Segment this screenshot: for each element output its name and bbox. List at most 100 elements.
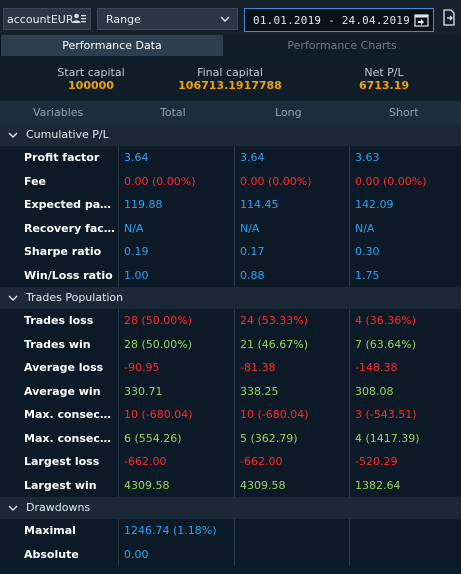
table-row[interactable]: Recovery fac... N/A N/A N/A [0,216,461,240]
row-value: 3.63 [355,151,380,164]
row-value: 21 (46.67%) [240,337,309,351]
column-divider [349,216,350,240]
table-row[interactable]: Average win 330.71 338.25 308.08 [0,379,461,403]
row-value: N/A [355,221,375,235]
column-header: Variables Total Long Short [0,101,461,124]
row-value: 119.88 [124,198,163,211]
chevron-down-icon[interactable] [8,130,18,140]
column-total[interactable]: Total [160,106,186,119]
row-value: -90.95 [124,361,160,374]
row-value: 28 (50.00%) [124,337,193,351]
row-value: 142.09 [355,198,394,211]
column-divider [349,169,350,193]
row-value: 330.71 [124,384,163,398]
row-value: N/A [124,221,144,235]
column-divider [118,193,119,217]
account-selector[interactable]: accountEUR [3,8,91,30]
column-divider [349,263,350,287]
tab-performance-data[interactable]: Performance Data [1,35,223,56]
chevron-down-icon[interactable] [8,503,18,513]
summary-value: 100000 [68,79,114,92]
row-label: Maximal [24,524,76,537]
row-value: 0.30 [355,245,380,258]
row-label: Average win [24,384,101,398]
user-list-icon [72,13,86,23]
row-value: -662.00 [240,455,283,468]
column-variables[interactable]: Variables [33,106,84,119]
export-icon[interactable] [442,9,456,26]
row-value: 3.64 [240,151,265,164]
row-label: Largest win [24,478,97,492]
column-divider [349,519,350,543]
row-value: 0.00 (0.00%) [124,174,196,188]
table-row[interactable]: Largest loss -662.00 -662.00 -520.29 [0,450,461,474]
row-value: 0.00 [124,547,149,561]
table-row[interactable]: Absolute 0.00 [0,542,461,566]
table-row[interactable]: Trades win 28 (50.00%) 21 (46.67%) 7 (63.64… [0,332,461,356]
table-row[interactable]: Trades loss 28 (50.00%) 24 (53.33%) 4 (36.3… [0,309,461,333]
chevron-down-icon[interactable] [8,293,18,303]
table-row[interactable]: Largest win 4309.58 4309.58 1382.64 [0,473,461,497]
column-divider [234,169,235,193]
date-range-value: 01.01.2019 - 24.04.2019 [253,13,410,27]
column-divider [118,240,119,264]
performance-grid: Cumulative P/L Profit factor 3.64 3.64 3.63 F… [0,124,461,566]
column-divider [118,426,119,450]
column-divider [234,146,235,170]
column-divider [349,426,350,450]
table-row[interactable]: Maximal 1246.74 (1.18%) [0,519,461,543]
row-value: 10 (-680.04) [124,408,193,421]
summary-label: Net P/L [364,66,404,79]
row-label: Absolute [24,547,79,561]
row-value: -520.29 [355,455,398,468]
table-row[interactable]: Sharpe ratio 0.19 0.17 0.30 [0,240,461,264]
tab-performance-charts[interactable]: Performance Charts [223,35,461,56]
summary-value: 106713.1917788 [178,79,282,92]
row-label: Average loss [24,361,104,374]
row-value: 4309.58 [240,478,286,492]
column-divider [234,542,235,566]
date-range-input[interactable]: 01.01.2019 - 24.04.2019 [244,8,434,32]
row-value: 5 (362.79) [240,431,298,445]
row-value: 10 (-680.04) [240,408,309,421]
row-value: 0.88 [240,268,265,282]
row-value: 24 (53.33%) [240,314,309,327]
section-header[interactable]: Drawdowns [0,497,461,519]
row-label: Profit factor [24,151,100,164]
row-value: 4309.58 [124,478,170,492]
column-divider [118,332,119,356]
column-divider [118,356,119,380]
column-divider [234,450,235,474]
row-value: -81.38 [240,361,276,374]
column-divider [234,379,235,403]
table-row[interactable]: Max. consecu... 6 (554.26) 5 (362.79) 4 (14… [0,426,461,450]
table-row[interactable]: Max. consecu... 10 (-680.04) 10 (-680.04) 3… [0,403,461,427]
calendar-icon[interactable] [414,13,429,27]
section-header[interactable]: Trades Population [0,287,461,309]
column-divider [118,403,119,427]
row-label: Expected pay... [24,198,116,211]
column-divider [118,450,119,474]
section-header[interactable]: Cumulative P/L [0,124,461,146]
column-divider [349,146,350,170]
row-value: 1.75 [355,268,380,282]
account-name: accountEUR [7,12,74,26]
column-divider [349,193,350,217]
table-row[interactable]: Win/Loss ratio 1.00 0.88 1.75 [0,263,461,287]
row-value: 1246.74 (1.18%) [124,524,217,537]
range-dropdown[interactable]: Range [97,8,238,30]
table-row[interactable]: Profit factor 3.64 3.64 3.63 [0,146,461,170]
column-divider [118,379,119,403]
column-short[interactable]: Short [389,106,419,119]
row-value: 3.64 [124,151,149,164]
column-long[interactable]: Long [275,106,302,119]
table-row[interactable]: Fee 0.00 (0.00%) 0.00 (0.00%) 0.00 (0.00%) [0,169,461,193]
toolbar: accountEUR Range 01.01.2019 - 24.04.2019 [0,0,461,36]
column-divider [349,450,350,474]
table-row[interactable]: Average loss -90.95 -81.38 -148.38 [0,356,461,380]
row-value: 114.45 [240,198,279,211]
column-divider [234,263,235,287]
row-label: Trades win [24,337,91,351]
table-row[interactable]: Expected pay... 119.88 114.45 142.09 [0,193,461,217]
row-value: 3 (-543.51) [355,408,417,421]
